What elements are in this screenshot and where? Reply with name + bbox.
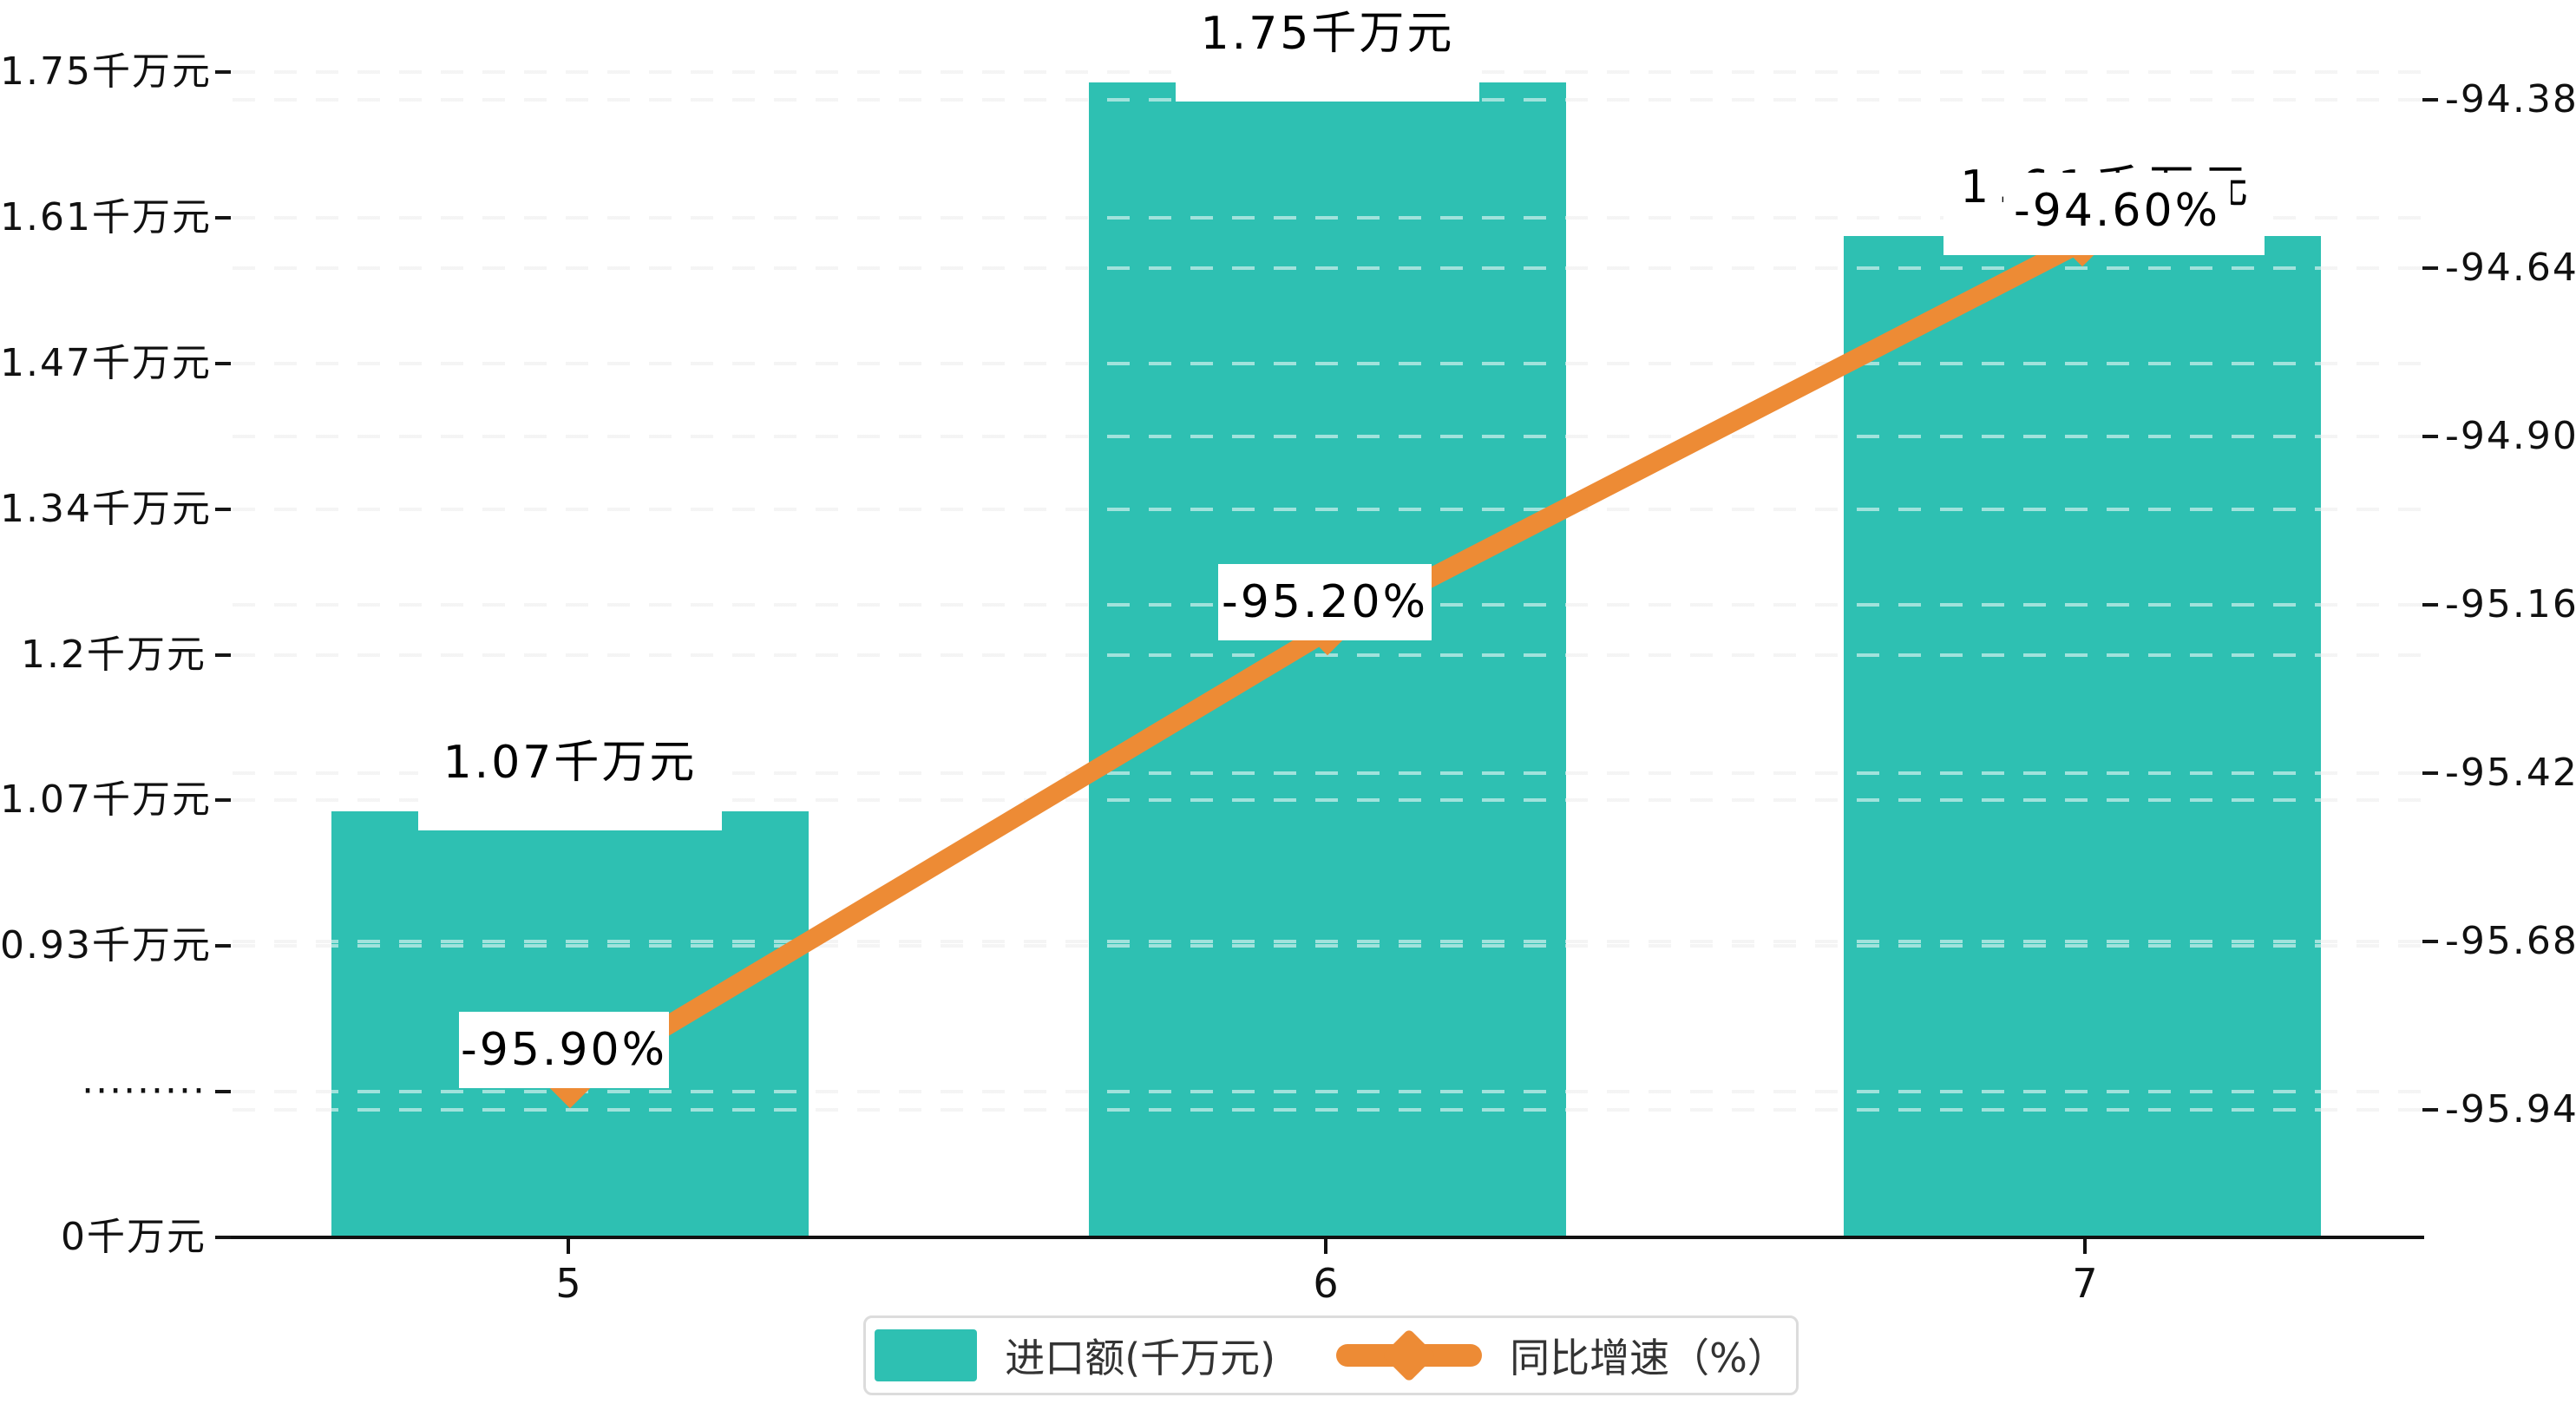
x-axis-category-label: 6 (1313, 1260, 1339, 1307)
right-axis-tick (2422, 98, 2438, 102)
gridline-overlay (233, 798, 2422, 802)
import-amount-bar[interactable] (1089, 82, 1566, 1237)
right-axis-tick (2422, 435, 2438, 438)
left-axis-tick-label: 0.93千万元 (0, 923, 212, 968)
x-axis-tick (567, 1239, 570, 1254)
left-axis-tick-label: 1.34千万元 (0, 487, 212, 531)
right-axis-tick (2422, 940, 2438, 943)
left-axis-tick-label: 1.47千万元 (0, 341, 212, 385)
left-axis-tick-label: 1.75千万元 (0, 49, 212, 94)
right-axis-tick-label: -94.38 (2445, 77, 2576, 121)
left-axis-tick (215, 798, 231, 802)
x-axis-category-label: 7 (2072, 1260, 2098, 1307)
left-axis-tick (215, 508, 231, 511)
gridline-overlay (233, 1108, 2422, 1112)
gridline-overlay (233, 266, 2422, 270)
gridline-overlay (233, 940, 2422, 943)
left-axis-tick (215, 1236, 231, 1239)
gridline-overlay (233, 1090, 2422, 1093)
legend-label-yoy-growth: 同比增速（%） (1510, 1335, 1787, 1381)
left-axis-tick (215, 216, 231, 220)
line-point-value-label: -94.60% (2003, 173, 2231, 249)
gridline-overlay (233, 771, 2422, 775)
x-axis-category-label: 5 (555, 1260, 581, 1307)
line-point-value-label: -95.20% (1218, 564, 1432, 640)
left-axis-tick-label: 1.2千万元 (21, 633, 206, 677)
left-axis-tick (215, 362, 231, 365)
yoy-growth-line[interactable] (565, 233, 2088, 1092)
left-axis-tick-label: ········· (82, 1069, 206, 1113)
right-axis-tick (2422, 603, 2438, 607)
legend-label-import-amount: 进口额(千万元) (1005, 1335, 1276, 1381)
x-axis-tick (1324, 1239, 1327, 1254)
bar-value-label-bg (1176, 18, 1479, 102)
left-axis-tick (215, 70, 231, 74)
right-axis-tick-label: -94.64 (2445, 246, 2576, 290)
x-axis-tick (2083, 1239, 2087, 1254)
gridline-overlay (233, 508, 2422, 511)
left-axis-tick (215, 1090, 231, 1093)
right-axis-tick-label: -95.42 (2445, 751, 2576, 795)
gridline-overlay (233, 944, 2422, 948)
right-axis-tick-label: -95.16 (2445, 582, 2576, 626)
bar-value-label-bg (418, 747, 722, 830)
import-amount-bar[interactable] (1844, 236, 2321, 1237)
gridline-overlay (233, 362, 2422, 365)
line-series-marker-icon (1336, 1328, 1483, 1383)
right-axis-tick (2422, 1108, 2438, 1112)
gridline-overlay (233, 216, 2422, 220)
right-axis-tick-label: -95.94 (2445, 1087, 2576, 1132)
left-axis-tick (215, 944, 231, 948)
bar-series-swatch-icon (875, 1329, 978, 1381)
gridline-overlay (233, 435, 2422, 438)
bar-value-label: 1.75千万元 (1200, 8, 1455, 60)
right-axis-tick-label: -95.68 (2445, 919, 2576, 963)
right-axis-tick (2422, 266, 2438, 270)
x-axis-line (220, 1236, 2424, 1239)
left-axis-tick (215, 653, 231, 657)
bar-value-label: 1.07千万元 (442, 737, 698, 789)
right-axis-tick-label: -94.90 (2445, 414, 2576, 458)
left-axis-tick-label: 0千万元 (61, 1215, 206, 1259)
line-point-value-label: -95.90% (459, 1012, 669, 1088)
right-axis-tick (2422, 771, 2438, 775)
left-axis-tick-label: 1.07千万元 (0, 777, 212, 822)
left-axis-tick-label: 1.61千万元 (0, 195, 212, 239)
legend: 进口额(千万元) 同比增速（%） (863, 1315, 1799, 1395)
legend-item-yoy-growth[interactable]: 同比增速（%） (1336, 1327, 1787, 1384)
legend-item-import-amount[interactable]: 进口额(千万元) (875, 1327, 1275, 1384)
